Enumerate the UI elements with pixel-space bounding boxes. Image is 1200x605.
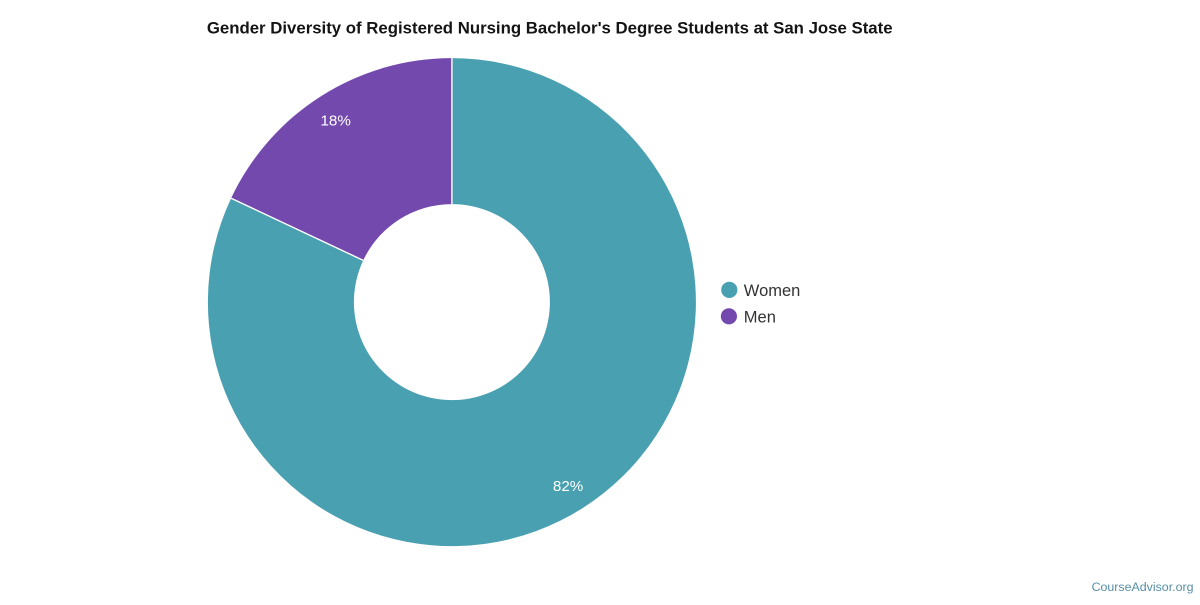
svg-text:CourseAdvisor.org: CourseAdvisor.org: [1092, 580, 1194, 594]
svg-text:Gender Diversity of Registered: Gender Diversity of Registered Nursing B…: [207, 19, 893, 38]
svg-text:18%: 18%: [320, 113, 350, 130]
svg-text:Men: Men: [744, 309, 776, 327]
svg-text:Women: Women: [744, 282, 801, 300]
svg-text:82%: 82%: [553, 478, 583, 495]
